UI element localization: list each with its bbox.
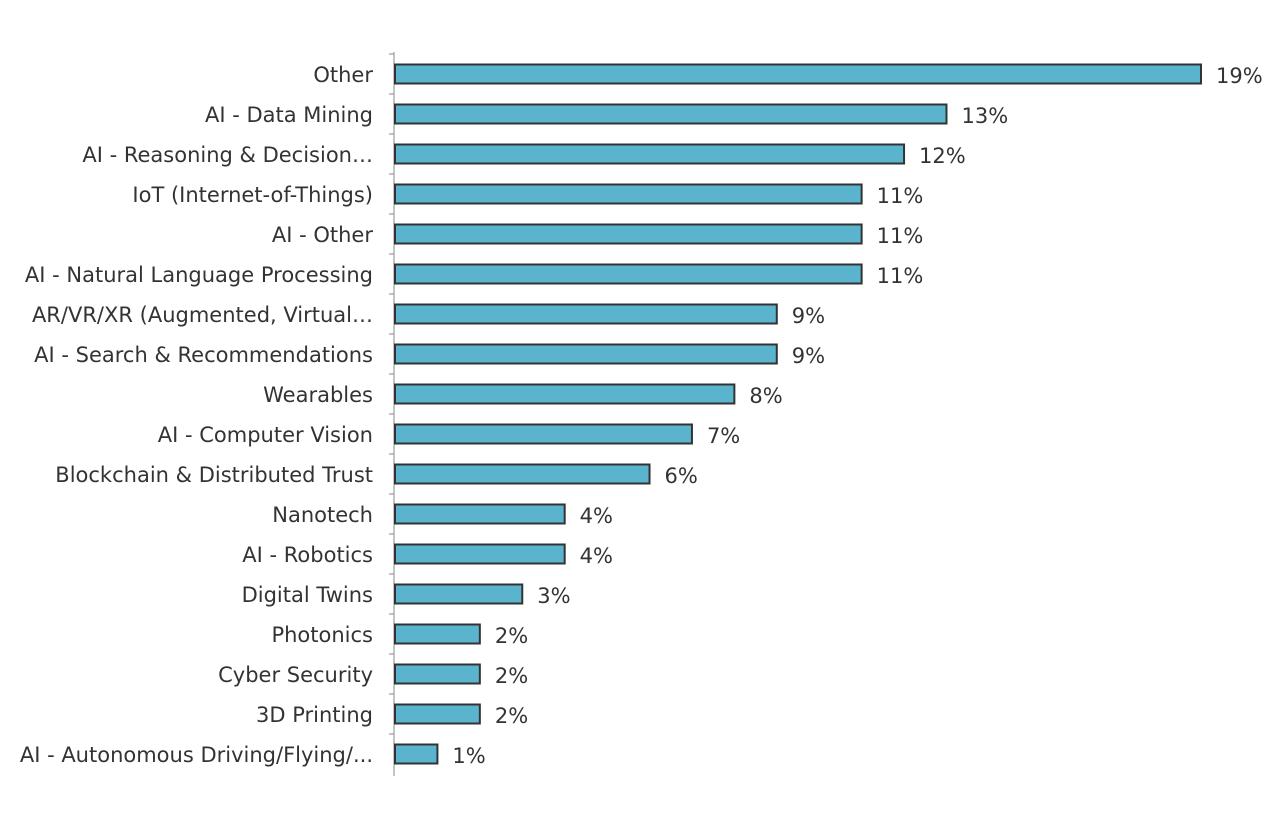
data-label: 2% — [495, 664, 528, 688]
data-label: 2% — [495, 624, 528, 648]
category-label: Other — [313, 63, 373, 87]
bar — [394, 63, 1202, 85]
data-label: 6% — [665, 464, 698, 488]
category-label: Blockchain & Distributed Trust — [55, 463, 373, 487]
bar — [394, 623, 481, 645]
data-label: 4% — [580, 504, 613, 528]
category-label: Nanotech — [272, 503, 373, 527]
data-label: 11% — [877, 264, 924, 288]
bar — [394, 103, 948, 125]
data-label: 7% — [707, 424, 740, 448]
category-label: Digital Twins — [242, 583, 373, 607]
bar — [394, 543, 566, 565]
bar — [394, 423, 693, 445]
data-label: 13% — [961, 104, 1008, 128]
bar — [394, 503, 566, 525]
data-label: 8% — [749, 384, 782, 408]
bar — [394, 703, 481, 725]
category-label: AI - Data Mining — [205, 103, 373, 127]
category-label: AI - Computer Vision — [158, 423, 373, 447]
data-label: 12% — [919, 144, 966, 168]
category-label: AI - Robotics — [242, 543, 373, 567]
category-label: Photonics — [271, 623, 373, 647]
data-label: 9% — [792, 304, 825, 328]
data-label: 11% — [877, 184, 924, 208]
category-label: Wearables — [263, 383, 373, 407]
category-label: AI - Natural Language Processing — [25, 263, 373, 287]
bar — [394, 183, 863, 205]
bar — [394, 303, 778, 325]
category-label: AI - Search & Recommendations — [34, 343, 373, 367]
bar — [394, 383, 736, 405]
data-label: 11% — [877, 224, 924, 248]
bar — [394, 263, 863, 285]
category-label: 3D Printing — [256, 703, 373, 727]
bar — [394, 663, 481, 685]
category-label: AI - Other — [272, 223, 373, 247]
data-label: 3% — [537, 584, 570, 608]
category-label: AI - Autonomous Driving/Flying/... — [20, 743, 373, 767]
category-label: IoT (Internet-of-Things) — [132, 183, 373, 207]
bar — [394, 343, 778, 365]
category-label: Cyber Security — [218, 663, 373, 687]
data-label: 2% — [495, 704, 528, 728]
data-label: 9% — [792, 344, 825, 368]
category-label: AI - Reasoning & Decision… — [82, 143, 373, 167]
bar — [394, 743, 439, 765]
bar — [394, 583, 524, 605]
category-label: AR/VR/XR (Augmented, Virtual… — [32, 303, 373, 327]
data-label: 1% — [452, 744, 485, 768]
bar — [394, 143, 906, 165]
bar — [394, 223, 863, 245]
data-label: 19% — [1216, 64, 1263, 88]
data-label: 4% — [580, 544, 613, 568]
bar — [394, 463, 651, 485]
